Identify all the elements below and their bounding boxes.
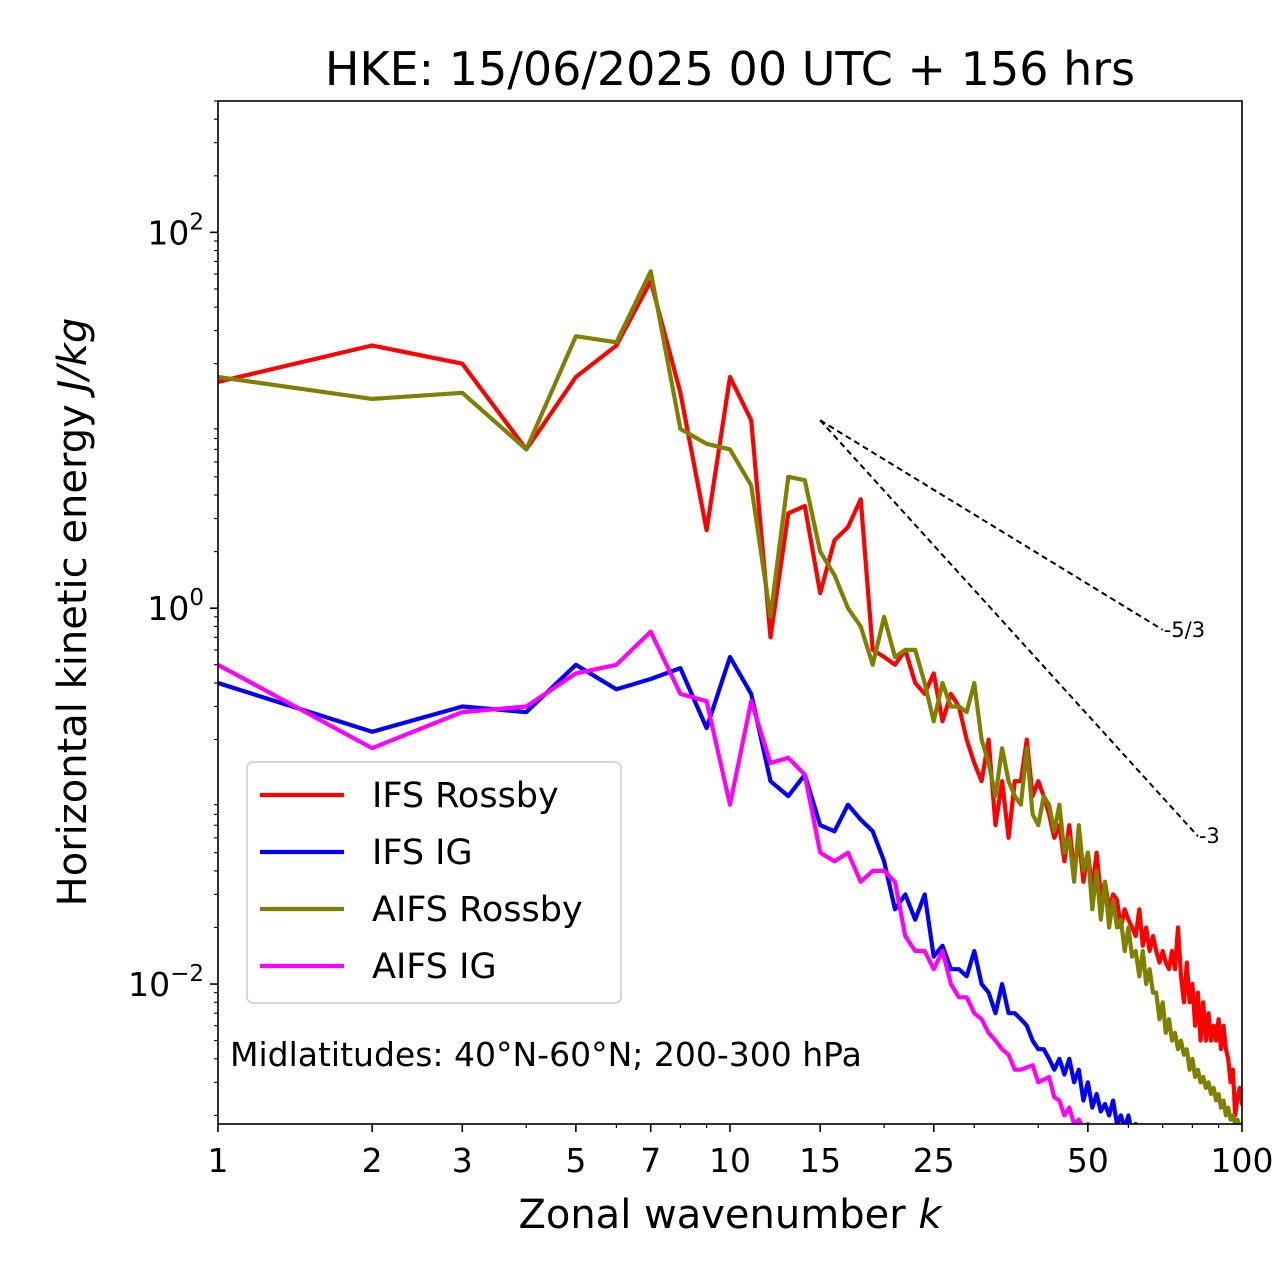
series-line-aifs-rossby: [218, 269, 1242, 1124]
series-layer: [218, 269, 1242, 1124]
x-axis-label-text: Zonal wavenumber: [518, 1192, 918, 1238]
legend-label-aifs-ig: AIFS IG: [372, 947, 497, 987]
x-tick-label: 7: [640, 1141, 661, 1180]
x-tick-label: 5: [565, 1141, 586, 1180]
x-tick-label: 2: [362, 1141, 383, 1180]
y-tick-label: 100: [147, 585, 204, 628]
reference-line-slope-5-3: [819, 419, 1164, 631]
chart-title: HKE: 15/06/2025 00 UTC + 156 hrs: [325, 42, 1135, 96]
x-tick-label: 50: [1067, 1141, 1109, 1180]
y-tick-label: 102: [147, 209, 204, 252]
legend-label-ifs-ig: IFS IG: [372, 833, 473, 873]
axis-ticks: 1 2 3 5 7 10 15 25 50 100 102 100 10−2: [128, 100, 1274, 1180]
x-tick-label: 15: [799, 1141, 841, 1180]
x-tick-label: 3: [452, 1141, 473, 1180]
y-axis-label-unit: J/kg: [50, 318, 96, 399]
x-tick-label: 25: [913, 1141, 955, 1180]
x-axis-label-variable: k: [918, 1192, 943, 1238]
y-axis-label-text: Horizontal kinetic energy: [50, 392, 96, 907]
reference-lines: -5/3 -3: [819, 419, 1220, 848]
series-line-aifs-ig: [218, 629, 1091, 1124]
legend-label-ifs-rossby: IFS Rossby: [372, 776, 559, 816]
reference-line-slope-3: [819, 419, 1199, 837]
reference-label-slope-5-3: -5/3: [1164, 618, 1205, 642]
x-tick-label: 10: [709, 1141, 751, 1180]
x-tick-label: 100: [1211, 1141, 1274, 1180]
legend-entries: IFS Rossby IFS IG AIFS Rossby AIFS IG: [260, 776, 583, 987]
legend-label-aifs-rossby: AIFS Rossby: [372, 890, 583, 930]
legend: IFS Rossby IFS IG AIFS Rossby AIFS IG: [246, 761, 622, 1004]
y-axis-label: Horizontal kinetic energy J/kg: [50, 318, 96, 907]
y-tick-label: 10−2: [128, 961, 204, 1004]
x-axis-label: Zonal wavenumber k: [518, 1192, 943, 1238]
x-tick-label: 1: [208, 1141, 229, 1180]
reference-label-slope-3: -3: [1199, 824, 1220, 848]
region-annotation: Midlatitudes: 40°N-60°N; 200-300 hPa: [230, 1035, 862, 1074]
legend-box: [246, 761, 622, 1004]
series-line-ifs-ig: [218, 654, 1138, 1124]
